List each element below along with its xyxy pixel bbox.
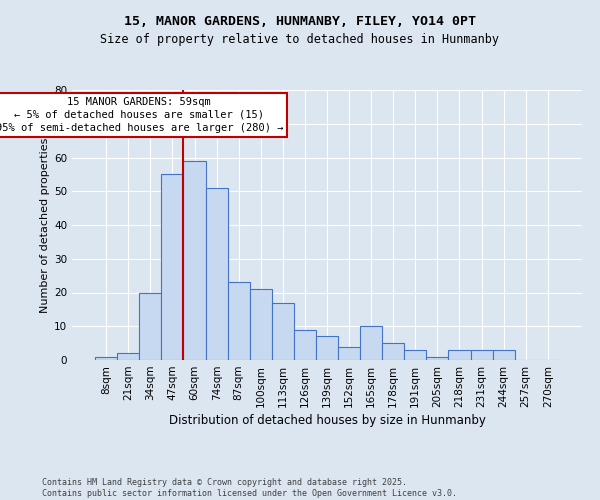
Y-axis label: Number of detached properties: Number of detached properties [40, 138, 50, 312]
Bar [448, 350, 470, 360]
Bar [360, 326, 382, 360]
Bar [427, 356, 448, 360]
X-axis label: Distribution of detached houses by size in Hunmanby: Distribution of detached houses by size … [169, 414, 485, 427]
Bar [404, 350, 427, 360]
Bar [184, 161, 206, 360]
Text: 15 MANOR GARDENS: 59sqm
← 5% of detached houses are smaller (15)
95% of semi-det: 15 MANOR GARDENS: 59sqm ← 5% of detached… [0, 97, 283, 133]
Bar [338, 346, 360, 360]
Bar [470, 350, 493, 360]
Bar [382, 343, 404, 360]
Bar [206, 188, 227, 360]
Bar [161, 174, 184, 360]
Text: Size of property relative to detached houses in Hunmanby: Size of property relative to detached ho… [101, 32, 499, 46]
Bar [139, 292, 161, 360]
Bar [294, 330, 316, 360]
Bar [250, 289, 272, 360]
Bar [272, 302, 294, 360]
Bar [117, 353, 139, 360]
Bar [95, 356, 117, 360]
Text: 15, MANOR GARDENS, HUNMANBY, FILEY, YO14 0PT: 15, MANOR GARDENS, HUNMANBY, FILEY, YO14… [124, 15, 476, 28]
Bar [316, 336, 338, 360]
Bar [493, 350, 515, 360]
Bar [227, 282, 250, 360]
Text: Contains HM Land Registry data © Crown copyright and database right 2025.
Contai: Contains HM Land Registry data © Crown c… [42, 478, 457, 498]
